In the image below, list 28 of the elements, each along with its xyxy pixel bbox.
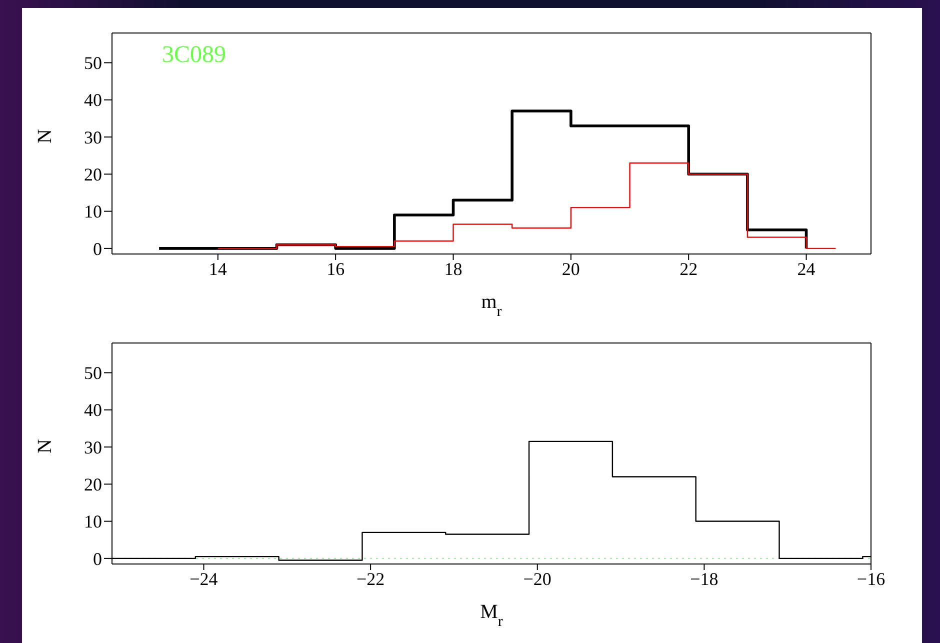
- y-tick-label: 30: [84, 127, 102, 148]
- y-axis-title: N: [34, 439, 56, 454]
- y-tick-label: 20: [84, 474, 102, 495]
- y-tick-label: 50: [84, 363, 102, 384]
- y-axis-title: N: [34, 129, 56, 144]
- x-axis-title: m$_{r}$: [481, 291, 502, 320]
- y-tick-label: 0: [93, 238, 102, 259]
- x-tick-label: 20: [562, 258, 580, 279]
- x-tick-label: 18: [444, 258, 462, 279]
- y-tick-label: 10: [84, 512, 102, 532]
- y-tick-label: 40: [84, 90, 102, 110]
- x-tick-label: −16: [856, 568, 886, 589]
- y-tick-label: 50: [84, 53, 102, 74]
- y-tick-label: 30: [84, 437, 102, 458]
- x-tick-label: 22: [680, 258, 698, 279]
- x-tick-label: −24: [190, 568, 218, 589]
- annotation: 3C089: [162, 42, 226, 69]
- y-tick-label: 40: [84, 400, 102, 420]
- y-tick-label: 20: [84, 164, 102, 185]
- y-tick-label: 0: [93, 548, 102, 569]
- x-tick-label: −22: [356, 568, 385, 589]
- x-tick-label: 24: [797, 258, 816, 279]
- x-tick-label: 16: [326, 258, 345, 279]
- y-tick-label: 10: [84, 202, 102, 222]
- x-tick-label: −20: [523, 568, 552, 589]
- x-axis-title: M$_{r}$: [480, 601, 503, 630]
- x-tick-label: −18: [690, 568, 718, 589]
- x-tick-label: 14: [208, 258, 227, 279]
